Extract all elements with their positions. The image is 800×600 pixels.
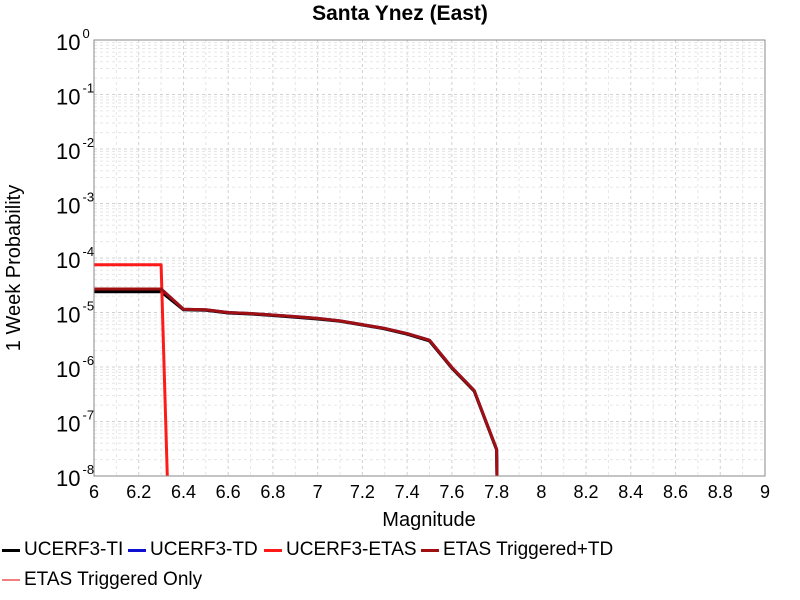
legend-item: ETAS Triggered+TD bbox=[421, 536, 613, 564]
legend-swatch bbox=[128, 548, 146, 552]
x-tick-label: 8.4 bbox=[618, 482, 643, 502]
x-tick-label: 8.8 bbox=[708, 482, 733, 502]
x-tick-label: 7.4 bbox=[395, 482, 420, 502]
x-tick-label: 7 bbox=[313, 482, 323, 502]
y-tick-label: 10 0 bbox=[56, 26, 90, 55]
x-tick-label: 6.8 bbox=[260, 482, 285, 502]
legend-swatch bbox=[264, 548, 282, 552]
y-tick-label: 10 -6 bbox=[56, 353, 94, 382]
x-tick-label: 9 bbox=[760, 482, 770, 502]
chart: Santa Ynez (East) 6 6.2 6.4 6.6 6.8 7 7.2 7.4 7.… bbox=[3, 2, 770, 531]
legend-swatch bbox=[421, 548, 439, 552]
y-tick-label: 10 -7 bbox=[56, 408, 94, 437]
chart-title: Santa Ynez (East) bbox=[312, 2, 488, 25]
x-tick-label: 6 bbox=[89, 482, 99, 502]
legend-swatch bbox=[2, 548, 20, 552]
legend-label: ETAS Triggered Only bbox=[24, 569, 203, 590]
y-tick-label: 10 -8 bbox=[56, 462, 94, 491]
x-tick-label: 7.6 bbox=[439, 482, 464, 502]
y-tick-label: 10 -1 bbox=[56, 81, 94, 110]
x-axis-label: Magnitude bbox=[382, 509, 475, 531]
legend-item: UCERF3-ETAS bbox=[264, 536, 417, 564]
y-tick-label: 10 -5 bbox=[56, 299, 94, 328]
legend-item: UCERF3-TD bbox=[128, 536, 258, 564]
legend: UCERF3-TI UCERF3-TD UCERF3-ETAS ETAS Trigge… bbox=[0, 536, 800, 600]
legend-item: ETAS Triggered Only bbox=[2, 566, 202, 594]
x-tick-label: 6.2 bbox=[126, 482, 151, 502]
series-line-2 bbox=[94, 263, 169, 476]
x-tick-label: 6.6 bbox=[216, 482, 241, 502]
legend-label: UCERF3-ETAS bbox=[286, 539, 417, 560]
y-axis-label: 1 Week Probability bbox=[3, 185, 25, 351]
x-tick-label: 8.2 bbox=[574, 482, 599, 502]
x-axis-ticks: 6 6.2 6.4 6.6 6.8 7 7.2 7.4 7.6 7.8 8 8.2 8.4 8.6 8.8 9 bbox=[89, 482, 770, 502]
x-tick-label: 7.8 bbox=[484, 482, 509, 502]
legend-item: UCERF3-TI bbox=[2, 536, 123, 564]
legend-label: UCERF3-TI bbox=[24, 539, 124, 560]
x-tick-label: 8 bbox=[536, 482, 546, 502]
legend-label: ETAS Triggered+TD bbox=[443, 539, 614, 560]
x-tick-label: 6.4 bbox=[171, 482, 196, 502]
legend-label: UCERF3-TD bbox=[150, 539, 258, 560]
plot-frame bbox=[93, 39, 766, 477]
x-tick-label: 8.6 bbox=[663, 482, 688, 502]
series-group bbox=[94, 263, 499, 476]
legend-swatch bbox=[2, 579, 20, 581]
y-tick-label: 10 -2 bbox=[56, 135, 94, 164]
y-tick-label: 10 -4 bbox=[56, 244, 94, 273]
series-line-3 bbox=[94, 287, 499, 476]
y-tick-label: 10 -3 bbox=[56, 190, 94, 219]
x-tick-label: 7.2 bbox=[350, 482, 375, 502]
grid bbox=[93, 40, 766, 477]
